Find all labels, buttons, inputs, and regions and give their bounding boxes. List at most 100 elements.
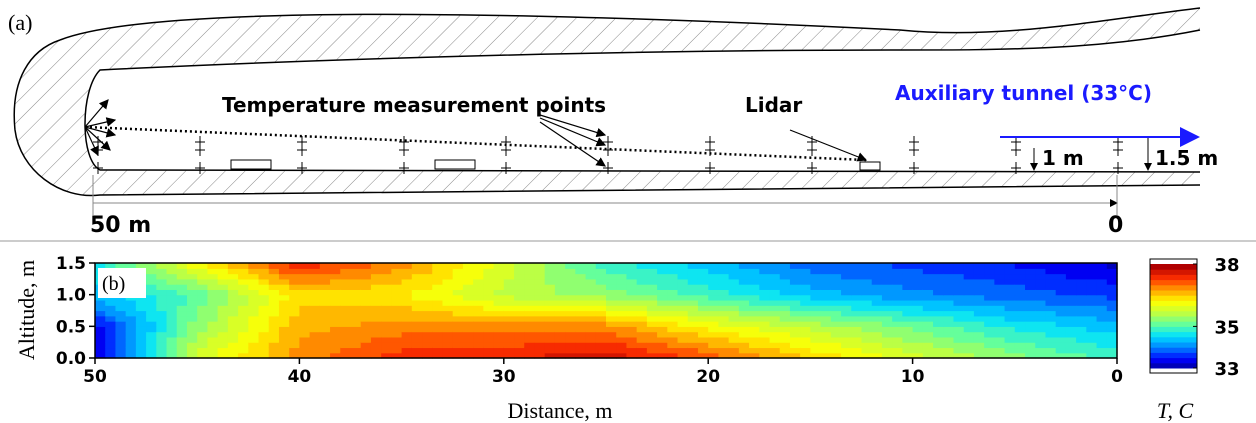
contour-cell	[830, 310, 842, 317]
contour-cell	[217, 347, 229, 354]
contour-cell	[1065, 299, 1077, 306]
contour-cell	[514, 273, 525, 280]
contour-cell	[841, 284, 852, 290]
contour-cell	[646, 352, 658, 359]
contour-cell	[943, 268, 955, 275]
contour-cell	[861, 326, 873, 333]
contour-cell	[166, 278, 178, 285]
contour-cell	[1025, 305, 1036, 312]
contour-cell	[881, 305, 893, 312]
contour-cell	[565, 284, 576, 290]
contour-cell	[1086, 342, 1098, 349]
contour-cell	[749, 273, 760, 280]
contour-cell	[1076, 326, 1087, 333]
contour-cell	[779, 278, 791, 285]
contour-cell	[309, 342, 321, 349]
contour-cell	[105, 347, 117, 354]
contour-cell	[473, 263, 484, 269]
contour-cell	[708, 273, 720, 280]
contour-cell	[278, 315, 290, 322]
contour-cell	[309, 278, 321, 285]
plot-frame	[94, 262, 1118, 359]
contour-cell	[871, 289, 883, 296]
contour-cell	[1014, 284, 1026, 290]
contour-cell	[606, 273, 617, 280]
y-axis-label: Altitude, m	[14, 260, 39, 360]
contour-cell	[646, 305, 658, 312]
contour-cell	[718, 299, 730, 306]
contour-cell	[881, 352, 893, 359]
colorbar-step	[1150, 305, 1197, 312]
contour-cell	[738, 315, 750, 322]
contour-cell	[248, 352, 260, 359]
contour-cell	[493, 299, 505, 306]
contour-cell	[881, 268, 893, 275]
contour-cell	[514, 263, 525, 269]
contour-cell	[391, 268, 403, 275]
contour-cell	[299, 315, 311, 322]
contour-cell	[493, 347, 505, 354]
contour-cell	[861, 299, 873, 306]
contour-cell	[1096, 336, 1108, 343]
contour-cell	[718, 278, 730, 285]
contour-cell	[1035, 321, 1047, 327]
contour-cell	[350, 305, 362, 312]
contour-cell	[657, 321, 668, 327]
contour-cell	[953, 336, 965, 343]
contour-cell	[820, 342, 832, 349]
contour-cell	[1045, 268, 1057, 275]
contour-cell	[830, 326, 842, 333]
contour-cell	[953, 284, 965, 290]
contour-cell	[156, 352, 168, 359]
contour-cell	[636, 273, 648, 280]
contour-cell	[207, 273, 219, 280]
contour-cell	[503, 284, 515, 290]
contour-cell	[830, 273, 842, 280]
contour-cell	[197, 331, 209, 338]
contour-cell	[207, 263, 219, 269]
contour-cell	[268, 310, 280, 317]
contour-cell	[626, 263, 638, 269]
contour-cell	[595, 263, 607, 269]
contour-cell	[963, 352, 975, 359]
contour-cell	[115, 352, 127, 359]
contour-cell	[105, 315, 117, 322]
contour-cell	[340, 321, 352, 327]
contour-cell	[217, 321, 229, 327]
contour-cell	[616, 278, 628, 285]
contour-cell	[861, 347, 873, 354]
contour-cell	[197, 342, 209, 349]
contour-cell	[258, 278, 270, 285]
contour-cell	[186, 273, 198, 280]
panel-label: (b)	[102, 273, 125, 295]
contour-cell	[565, 352, 576, 359]
contour-cell	[432, 331, 444, 338]
contour-cell	[493, 263, 505, 269]
contour-cell	[217, 294, 229, 301]
contour-cell	[186, 294, 198, 301]
contour-cell	[565, 342, 576, 349]
contour-cell	[248, 278, 260, 285]
contour-cell	[912, 278, 924, 285]
contour-cell	[166, 331, 178, 338]
contour-cell	[340, 273, 352, 280]
colorbar-frame	[1149, 258, 1198, 374]
contour-cell	[902, 263, 914, 269]
contour-cell	[963, 347, 975, 354]
contour-cell	[994, 336, 1006, 343]
contour-cell	[984, 321, 995, 327]
distance-label: 50 m	[90, 213, 151, 238]
contour-cell	[473, 268, 484, 275]
contour-cell	[892, 299, 903, 306]
contour-cell	[953, 315, 965, 322]
contour-cell	[595, 331, 607, 338]
contour-cell	[309, 268, 321, 275]
contour-cell	[156, 305, 168, 312]
contour-cell	[146, 263, 157, 269]
contour-cell	[360, 305, 372, 312]
contour-cell	[330, 294, 341, 301]
contour-cell	[391, 331, 403, 338]
contour-cell	[319, 263, 331, 269]
annotation: Temperature measurement points	[222, 93, 606, 117]
contour-cell	[871, 336, 883, 343]
